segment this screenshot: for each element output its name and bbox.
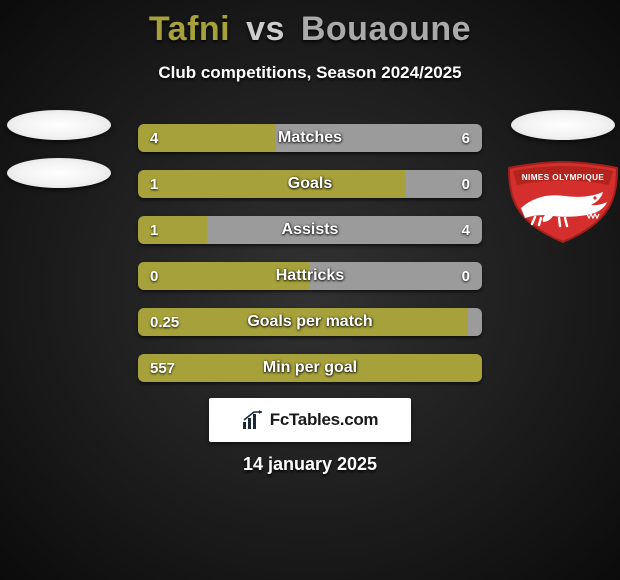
stat-bar-right — [207, 216, 482, 244]
stat-bar-left — [138, 354, 482, 382]
subtitle: Club competitions, Season 2024/2025 — [0, 63, 620, 83]
comparison-infographic: Tafni vs Bouaoune Club competitions, Sea… — [0, 0, 620, 580]
vs-label: vs — [246, 10, 285, 48]
stat-bar-right — [276, 124, 482, 152]
stat-bar-right — [468, 308, 482, 336]
player2-name: Bouaoune — [301, 10, 471, 48]
footer-logo: FcTables.com — [209, 398, 411, 442]
left-ellipse-2 — [7, 158, 111, 188]
footer-site-text: FcTables.com — [270, 410, 379, 430]
stat-bar-left — [138, 308, 468, 336]
stat-bar-left — [138, 216, 207, 244]
stat-row: Min per goal557 — [138, 354, 482, 382]
nimes-shield-icon: NIMES OLYMPIQUE — [499, 158, 620, 244]
right-club-logo: NIMES OLYMPIQUE — [499, 158, 620, 244]
stat-bar-left — [138, 124, 276, 152]
stat-row: Matches46 — [138, 124, 482, 152]
right-ellipse-1 — [511, 110, 615, 140]
left-ellipse-1 — [7, 110, 111, 140]
stat-row: Assists14 — [138, 216, 482, 244]
stat-row: Hattricks00 — [138, 262, 482, 290]
stat-row: Goals per match0.25 — [138, 308, 482, 336]
stat-bar-left — [138, 170, 406, 198]
page-title: Tafni vs Bouaoune — [0, 0, 620, 49]
club-name-text: NIMES OLYMPIQUE — [522, 173, 605, 182]
stat-row: Goals10 — [138, 170, 482, 198]
stat-bar-right — [406, 170, 482, 198]
stat-bar-left — [138, 262, 310, 290]
right-player-badge: NIMES OLYMPIQUE — [508, 110, 618, 244]
stat-bar-right — [310, 262, 482, 290]
fctables-icon — [242, 410, 266, 430]
stats-bars: Matches46 Goals10 Assists14 Hattricks00 Goal… — [138, 124, 482, 400]
player1-name: Tafni — [149, 10, 230, 48]
left-player-badge — [4, 110, 114, 188]
date-label: 14 january 2025 — [0, 454, 620, 475]
